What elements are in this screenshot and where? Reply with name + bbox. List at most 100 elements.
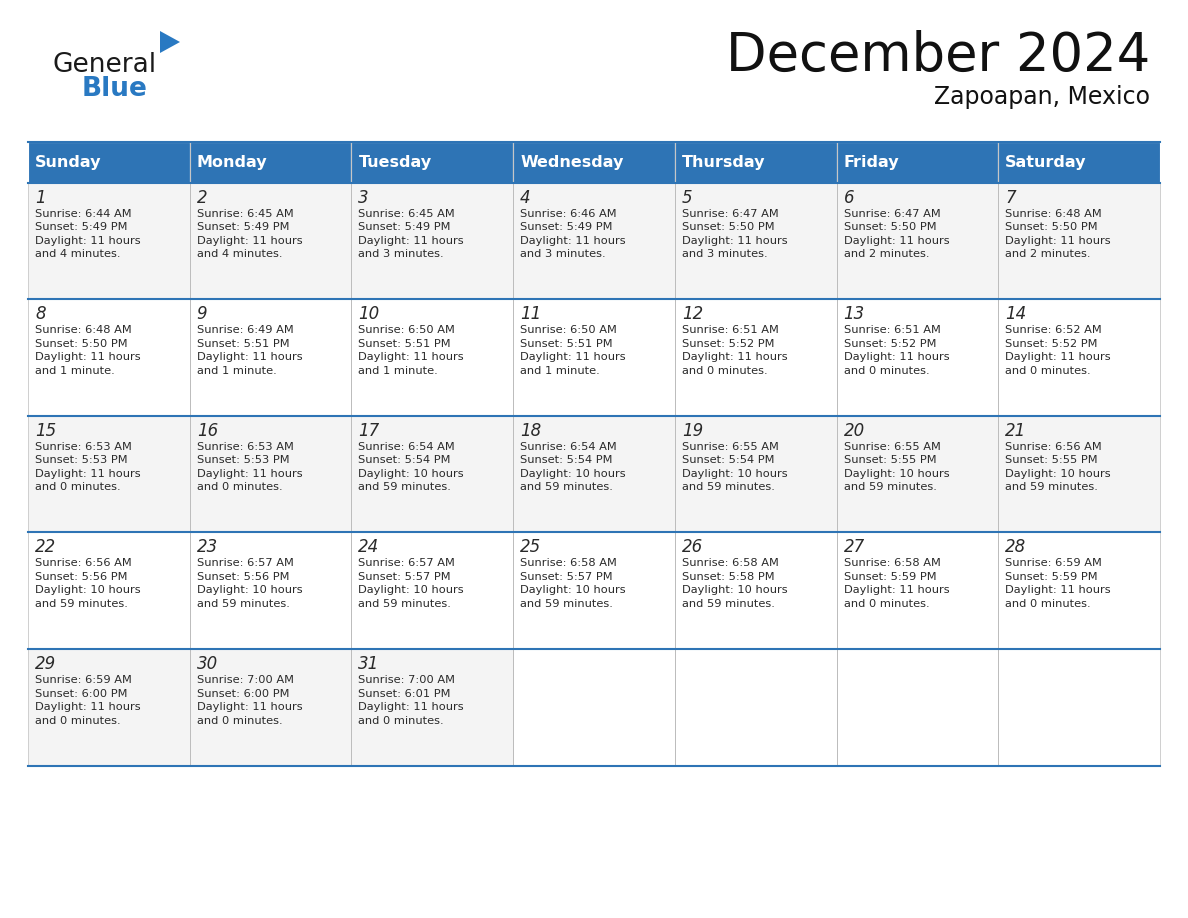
Text: and 0 minutes.: and 0 minutes. <box>197 715 283 725</box>
Text: Zapoapan, Mexico: Zapoapan, Mexico <box>934 85 1150 109</box>
Text: Sunset: 5:49 PM: Sunset: 5:49 PM <box>197 222 289 232</box>
Bar <box>29 416 190 532</box>
Text: Sunset: 5:59 PM: Sunset: 5:59 PM <box>843 572 936 582</box>
Text: Daylight: 10 hours: Daylight: 10 hours <box>520 469 626 479</box>
Bar <box>836 532 998 649</box>
Text: Sunset: 5:50 PM: Sunset: 5:50 PM <box>843 222 936 232</box>
Text: Daylight: 11 hours: Daylight: 11 hours <box>197 469 302 479</box>
Text: and 3 minutes.: and 3 minutes. <box>520 249 606 259</box>
Text: and 4 minutes.: and 4 minutes. <box>197 249 283 259</box>
Text: 6: 6 <box>843 189 854 207</box>
Text: Daylight: 11 hours: Daylight: 11 hours <box>34 469 140 479</box>
Bar <box>352 183 513 299</box>
Text: and 0 minutes.: and 0 minutes. <box>682 365 767 375</box>
Text: Daylight: 11 hours: Daylight: 11 hours <box>359 353 465 363</box>
Text: Sunset: 5:57 PM: Sunset: 5:57 PM <box>359 572 451 582</box>
Text: 1: 1 <box>34 189 45 207</box>
Text: 29: 29 <box>34 655 56 673</box>
Text: 9: 9 <box>197 306 208 323</box>
Text: Sunrise: 6:57 AM: Sunrise: 6:57 AM <box>359 558 455 568</box>
Text: Daylight: 10 hours: Daylight: 10 hours <box>682 586 788 596</box>
Text: Sunrise: 6:56 AM: Sunrise: 6:56 AM <box>34 558 132 568</box>
Text: 5: 5 <box>682 189 693 207</box>
Text: 4: 4 <box>520 189 531 207</box>
Text: 31: 31 <box>359 655 380 673</box>
Bar <box>513 142 675 183</box>
Text: Sunset: 6:00 PM: Sunset: 6:00 PM <box>34 688 127 699</box>
Text: Sunrise: 6:50 AM: Sunrise: 6:50 AM <box>359 325 455 335</box>
Text: Sunset: 5:49 PM: Sunset: 5:49 PM <box>359 222 451 232</box>
Text: Sunset: 5:50 PM: Sunset: 5:50 PM <box>1005 222 1098 232</box>
Bar <box>29 532 190 649</box>
Text: Sunrise: 6:58 AM: Sunrise: 6:58 AM <box>682 558 778 568</box>
Text: Sunset: 5:51 PM: Sunset: 5:51 PM <box>520 339 613 349</box>
Text: Daylight: 11 hours: Daylight: 11 hours <box>34 236 140 246</box>
Text: December 2024: December 2024 <box>726 30 1150 82</box>
Text: and 2 minutes.: and 2 minutes. <box>1005 249 1091 259</box>
Bar <box>836 299 998 416</box>
Text: Daylight: 11 hours: Daylight: 11 hours <box>359 236 465 246</box>
Text: 8: 8 <box>34 306 45 323</box>
Text: 19: 19 <box>682 422 703 440</box>
Text: Daylight: 11 hours: Daylight: 11 hours <box>843 586 949 596</box>
Bar <box>352 649 513 766</box>
Text: and 59 minutes.: and 59 minutes. <box>682 482 775 492</box>
Text: Daylight: 10 hours: Daylight: 10 hours <box>682 469 788 479</box>
Text: 16: 16 <box>197 422 217 440</box>
Text: 26: 26 <box>682 539 703 556</box>
Text: 3: 3 <box>359 189 369 207</box>
Text: Sunset: 5:54 PM: Sunset: 5:54 PM <box>520 455 613 465</box>
Text: Daylight: 10 hours: Daylight: 10 hours <box>34 586 140 596</box>
Text: Sunrise: 7:00 AM: Sunrise: 7:00 AM <box>359 675 455 685</box>
Text: Sunrise: 6:47 AM: Sunrise: 6:47 AM <box>843 208 941 218</box>
Bar <box>513 532 675 649</box>
Text: Sunrise: 6:55 AM: Sunrise: 6:55 AM <box>843 442 941 452</box>
Text: and 1 minute.: and 1 minute. <box>520 365 600 375</box>
Text: and 0 minutes.: and 0 minutes. <box>1005 365 1091 375</box>
Text: Friday: Friday <box>843 155 899 170</box>
Text: Daylight: 11 hours: Daylight: 11 hours <box>34 353 140 363</box>
Bar <box>513 416 675 532</box>
Text: Sunset: 5:54 PM: Sunset: 5:54 PM <box>359 455 451 465</box>
Text: Sunrise: 6:53 AM: Sunrise: 6:53 AM <box>197 442 293 452</box>
Text: Sunrise: 6:44 AM: Sunrise: 6:44 AM <box>34 208 132 218</box>
Text: 22: 22 <box>34 539 56 556</box>
Text: Sunrise: 6:52 AM: Sunrise: 6:52 AM <box>1005 325 1102 335</box>
Text: 24: 24 <box>359 539 380 556</box>
Bar <box>29 183 190 299</box>
Text: Sunset: 6:00 PM: Sunset: 6:00 PM <box>197 688 289 699</box>
Bar <box>29 142 190 183</box>
Text: Daylight: 10 hours: Daylight: 10 hours <box>520 586 626 596</box>
Text: Sunrise: 6:50 AM: Sunrise: 6:50 AM <box>520 325 617 335</box>
Bar <box>513 183 675 299</box>
Text: Daylight: 11 hours: Daylight: 11 hours <box>1005 586 1111 596</box>
Text: and 3 minutes.: and 3 minutes. <box>359 249 444 259</box>
Text: Daylight: 10 hours: Daylight: 10 hours <box>359 469 465 479</box>
Bar <box>675 183 836 299</box>
Bar <box>190 299 352 416</box>
Bar <box>513 649 675 766</box>
Bar <box>190 532 352 649</box>
Text: 14: 14 <box>1005 306 1026 323</box>
Text: Blue: Blue <box>82 76 147 102</box>
Text: Sunset: 5:59 PM: Sunset: 5:59 PM <box>1005 572 1098 582</box>
Text: Daylight: 11 hours: Daylight: 11 hours <box>1005 236 1111 246</box>
Text: 23: 23 <box>197 539 217 556</box>
Text: and 0 minutes.: and 0 minutes. <box>1005 599 1091 609</box>
Text: Sunset: 5:51 PM: Sunset: 5:51 PM <box>197 339 290 349</box>
Bar <box>352 416 513 532</box>
Text: Sunrise: 6:46 AM: Sunrise: 6:46 AM <box>520 208 617 218</box>
Text: and 59 minutes.: and 59 minutes. <box>197 599 290 609</box>
Text: Sunrise: 7:00 AM: Sunrise: 7:00 AM <box>197 675 293 685</box>
Bar <box>675 532 836 649</box>
Text: and 0 minutes.: and 0 minutes. <box>843 599 929 609</box>
Text: Sunrise: 6:47 AM: Sunrise: 6:47 AM <box>682 208 778 218</box>
Text: Daylight: 11 hours: Daylight: 11 hours <box>197 236 302 246</box>
Text: Daylight: 10 hours: Daylight: 10 hours <box>197 586 302 596</box>
Text: Saturday: Saturday <box>1005 155 1087 170</box>
Text: Sunset: 5:52 PM: Sunset: 5:52 PM <box>843 339 936 349</box>
Text: Sunrise: 6:54 AM: Sunrise: 6:54 AM <box>520 442 617 452</box>
Text: 7: 7 <box>1005 189 1016 207</box>
Text: Wednesday: Wednesday <box>520 155 624 170</box>
Bar <box>190 183 352 299</box>
